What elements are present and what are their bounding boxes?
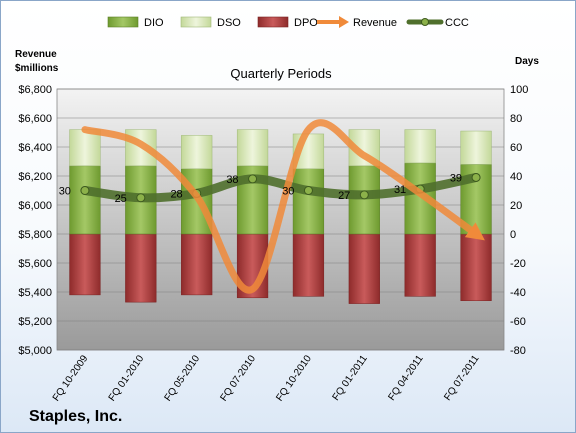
dpo-bar [181, 233, 213, 296]
dpo-bar [348, 233, 380, 304]
left-tick-label: $5,200 [18, 316, 52, 328]
right-tick-label: 60 [510, 142, 522, 154]
dpo-bar [292, 233, 325, 297]
ccc-data-label: 27 [338, 190, 350, 202]
ccc-point [136, 193, 146, 203]
legend-label: Revenue [353, 17, 397, 29]
x-axis-ticks: FQ 10-2009 FQ 01-2010 FQ 05-2010 FQ 07-2010… [51, 353, 482, 403]
legend-label: DPO [294, 17, 318, 29]
dso-bar [404, 129, 436, 164]
left-tick-label: $6,000 [18, 200, 52, 212]
ccc-data-label: 39 [450, 172, 462, 184]
chart-title: Quarterly Periods [230, 66, 332, 81]
right-tick-label: 20 [510, 200, 522, 212]
right-tick-label: -60 [510, 316, 526, 328]
lines [80, 119, 485, 294]
right-tick-label: 40 [510, 171, 522, 183]
left-axis-title-line1: Revenue [15, 49, 57, 60]
dso-bar [181, 135, 213, 169]
legend-item-dpo: DPO [257, 16, 318, 29]
dio-bar [348, 165, 380, 235]
ccc-point [248, 174, 258, 184]
legend-item-dso: DSO [180, 16, 241, 29]
dio-bar [292, 168, 325, 235]
ccc-point [359, 190, 369, 200]
dso-bar [460, 130, 492, 165]
ccc-data-label: 31 [394, 184, 406, 196]
ccc-data-label: 30 [59, 186, 71, 198]
ccc-data-label: 30 [282, 186, 294, 198]
right-tick-label: 80 [510, 113, 522, 125]
company-name: Staples, Inc. [29, 408, 122, 425]
legend-label: CCC [445, 17, 469, 29]
legend-swatch [107, 16, 139, 28]
x-tick-label: FQ 07-2011 [442, 353, 481, 403]
right-tick-label: -20 [510, 258, 526, 270]
legend-arrowhead [339, 16, 349, 28]
ccc-point [80, 186, 90, 195]
right-axis-ticks: -80 -60 -40 -20 0 20 40 60 80 100 [510, 84, 528, 357]
right-tick-label: 100 [510, 84, 528, 96]
legend-item-ccc: CCC [406, 17, 469, 29]
dpo-bar [125, 233, 157, 303]
x-tick-label: FQ 07-2010 [218, 353, 258, 403]
left-tick-label: $6,400 [18, 142, 52, 154]
ccc-data-label: 28 [170, 188, 182, 200]
dpo-bar [460, 233, 492, 301]
right-tick-label: 0 [510, 229, 516, 241]
left-tick-label: $6,600 [18, 113, 52, 125]
left-tick-label: $6,200 [18, 171, 52, 183]
left-tick-label: $5,400 [18, 287, 52, 299]
ccc-point [303, 186, 313, 195]
left-tick-label: $5,000 [18, 345, 52, 357]
legend-ccc-marker [421, 18, 429, 26]
x-tick-label: FQ 01-2011 [331, 353, 370, 403]
x-tick-label: FQ 04-2011 [386, 353, 425, 403]
x-tick-label: FQ 01-2010 [107, 353, 147, 403]
ccc-point [471, 172, 481, 182]
ccc-data-label: 38 [226, 174, 238, 186]
data-labels: 30 25 28 38 30 27 31 39 [59, 172, 462, 204]
right-tick-label: -80 [510, 345, 526, 357]
legend-label: DIO [144, 17, 164, 29]
right-axis-title: Days [515, 56, 539, 67]
dso-bar [69, 129, 101, 167]
left-axis-ticks: $5,000 $5,200 $5,400 $5,600 $5,800 $6,000 $6,2… [18, 84, 52, 357]
revenue-line [81, 119, 485, 294]
legend-swatch [257, 16, 289, 28]
dpo-bar [404, 233, 436, 297]
left-tick-label: $6,800 [18, 84, 52, 96]
left-tick-label: $5,800 [18, 229, 52, 241]
legend-label: DSO [217, 17, 241, 29]
x-tick-label: FQ 10-2009 [51, 353, 91, 403]
left-axis-title-line2: $millions [15, 63, 59, 74]
legend: DIO DSO DPO Revenue CCC [107, 16, 469, 29]
ccc-data-label: 25 [115, 193, 127, 205]
x-tick-label: FQ 10-2010 [274, 353, 314, 403]
legend-item-revenue: Revenue [317, 16, 397, 29]
x-tick-label: FQ 05-2010 [163, 353, 203, 403]
right-tick-label: -40 [510, 287, 526, 299]
legend-item-dio: DIO [107, 16, 164, 29]
left-tick-label: $5,600 [18, 258, 52, 270]
dpo-bar [69, 233, 101, 296]
dso-bar [236, 129, 269, 167]
dio-bar [69, 165, 101, 235]
legend-swatch [180, 16, 212, 28]
